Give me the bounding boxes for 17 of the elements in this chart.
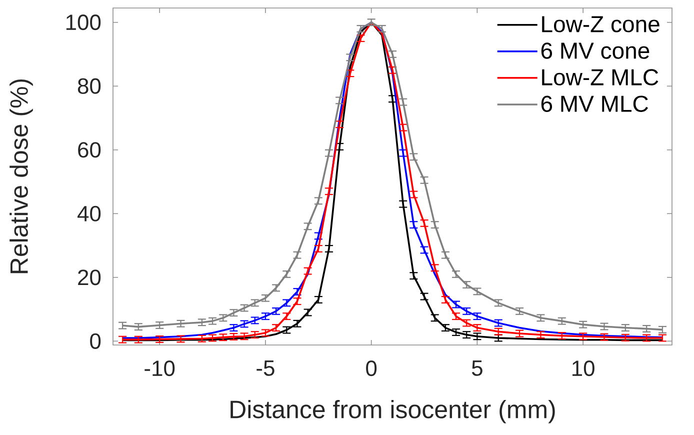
legend-label: 6 MV cone — [541, 42, 650, 59]
y-tick-label: 60 — [78, 142, 101, 158]
x-axis-title: Distance from isocenter (mm) — [230, 400, 555, 424]
x-tick-label: 5 — [472, 360, 482, 376]
y-tick-label: 20 — [78, 270, 101, 286]
y-tick-label: 80 — [78, 78, 101, 94]
legend-label: 6 MV MLC — [541, 96, 648, 112]
x-tick-label: -10 — [144, 360, 175, 376]
legend-label: Low-Z MLC — [542, 69, 658, 86]
x-tick-label: 0 — [366, 360, 377, 376]
y-tick-label: 40 — [78, 206, 101, 222]
y-axis-title: Relative dose (%) — [10, 79, 33, 274]
y-tick-label: 0 — [90, 333, 101, 349]
x-tick-label: 10 — [572, 360, 594, 376]
x-tick-label: -5 — [256, 360, 274, 376]
legend-label: Low-Z cone — [542, 16, 660, 32]
y-tick-label: 100 — [66, 14, 101, 30]
